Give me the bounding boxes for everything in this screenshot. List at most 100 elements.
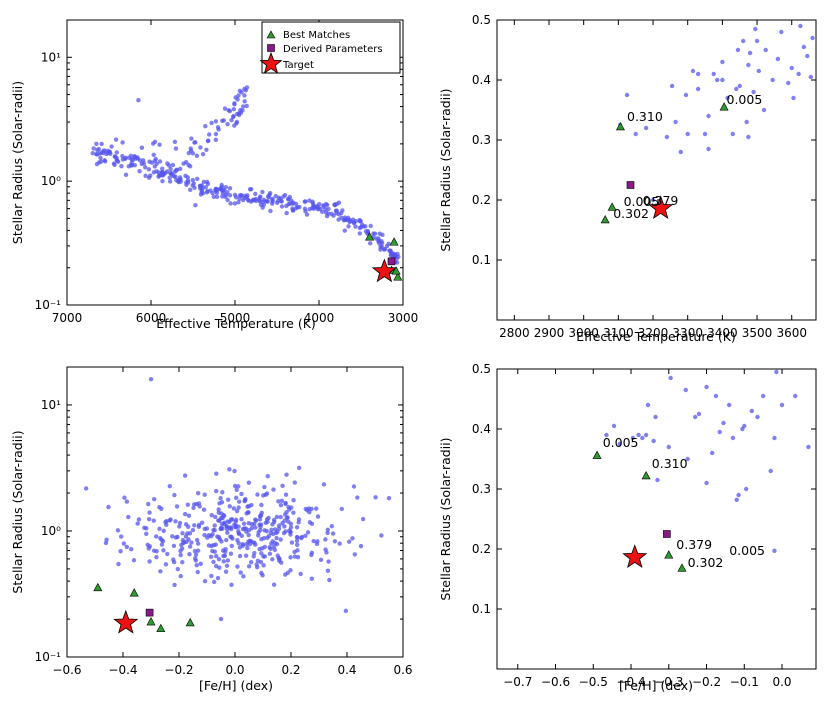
x-tick-label: 3100: [603, 326, 634, 340]
x-tick-label: −0.6: [541, 675, 570, 689]
background-star-point: [201, 179, 206, 185]
x-tick-label: −0.5: [579, 675, 608, 689]
background-star-point: [167, 484, 172, 489]
background-star-point: [221, 559, 226, 564]
background-star-point: [164, 522, 169, 527]
background-star-point: [236, 200, 241, 205]
background-star-point: [352, 552, 357, 557]
background-star-point: [172, 492, 177, 498]
x-tick-label: 4000: [304, 311, 335, 325]
y-axis-label: Stellar Radius (Solar-radii): [438, 88, 453, 251]
background-star-point: [730, 435, 736, 441]
background-star-point: [279, 204, 285, 209]
background-star-point: [221, 553, 226, 559]
background-star-point: [214, 194, 220, 199]
background-star-point: [695, 86, 701, 92]
best-match-point: [615, 121, 625, 131]
background-star-point: [178, 573, 183, 579]
background-star-point: [339, 210, 344, 216]
background-star-point: [227, 193, 233, 198]
background-star-point: [231, 106, 237, 112]
background-star-point: [177, 524, 182, 529]
background-star-point: [167, 518, 172, 523]
background-star-point: [309, 550, 315, 556]
background-star-point: [363, 229, 369, 234]
background-star-point: [287, 528, 292, 533]
legend-derived-label: Derived Parameters: [283, 44, 383, 55]
background-star-point: [227, 467, 232, 472]
background-star-point: [702, 131, 708, 137]
best-match-point: [93, 582, 103, 592]
background-star-point: [195, 176, 200, 181]
background-star-point: [286, 504, 291, 510]
background-star-point: [216, 127, 221, 132]
background-star-point: [255, 558, 261, 564]
background-star-point: [276, 523, 282, 528]
background-star-point: [296, 520, 301, 525]
background-star-point: [237, 553, 243, 559]
best-match-point: [146, 617, 156, 626]
background-star-point: [227, 108, 233, 114]
background-star-point: [218, 616, 224, 622]
background-star-point: [118, 534, 124, 539]
x-tick-label: −0.4: [616, 675, 645, 689]
background-star-point: [192, 185, 197, 190]
background-star-point: [252, 550, 257, 556]
background-star-point: [124, 499, 130, 504]
chart-panel-feh-radius-full: −0.6 −0.4 −0.2 0.0 0.2 0.4 0.6 10⁻¹ 10⁰ 10¹ [Fe/H]…: [10, 366, 413, 693]
background-star-point: [114, 150, 119, 155]
background-star-point: [202, 579, 208, 584]
background-star-point: [173, 519, 178, 524]
background-star-point: [798, 23, 803, 29]
background-star-point: [263, 520, 268, 526]
background-star-point: [299, 534, 305, 540]
x-tick-label: 0.4: [337, 663, 356, 677]
legend-best-matches-label: Best Matches: [283, 30, 350, 41]
background-star-point: [394, 256, 399, 261]
background-star-point: [779, 402, 785, 408]
background-star-point: [761, 107, 767, 113]
background-star-point: [293, 201, 299, 207]
background-star-point: [218, 496, 223, 501]
background-star-point: [249, 560, 254, 565]
background-star-point: [187, 187, 193, 193]
background-star-point: [232, 483, 238, 489]
background-star-point: [296, 465, 302, 471]
background-star-point: [257, 517, 263, 522]
background-star-point: [360, 516, 366, 522]
background-star-point: [186, 537, 191, 542]
background-star-point: [231, 506, 237, 511]
background-star-point: [219, 182, 224, 188]
background-star-point: [135, 521, 140, 526]
background-star-point: [204, 147, 209, 152]
background-star-point: [180, 560, 185, 565]
background-star-point: [742, 423, 747, 429]
background-star-point: [180, 531, 185, 536]
background-star-point: [116, 561, 121, 567]
background-star-point: [714, 77, 720, 83]
background-star-point: [270, 196, 275, 202]
background-star-point: [392, 252, 397, 257]
background-star-point: [192, 548, 198, 554]
x-tick-label: −0.2: [164, 663, 193, 677]
background-star-point: [182, 473, 188, 478]
background-star-point: [262, 554, 268, 559]
background-star-point: [217, 501, 222, 506]
background-star-point: [213, 119, 219, 124]
background-star-point: [286, 201, 291, 207]
background-star-point: [735, 47, 741, 53]
background-star-point: [643, 432, 649, 438]
background-star-point: [94, 161, 100, 167]
background-star-point: [271, 487, 276, 492]
background-star-point: [350, 217, 356, 222]
background-star-point: [220, 118, 225, 124]
background-star-point: [152, 139, 158, 144]
match-weight-label: 0.302: [688, 555, 724, 570]
background-star-point: [223, 549, 228, 554]
background-star-point: [387, 248, 392, 253]
background-star-point: [163, 562, 169, 567]
background-star-point: [222, 520, 227, 525]
y-tick-label: 0.3: [472, 482, 491, 496]
background-star-point: [98, 159, 104, 164]
